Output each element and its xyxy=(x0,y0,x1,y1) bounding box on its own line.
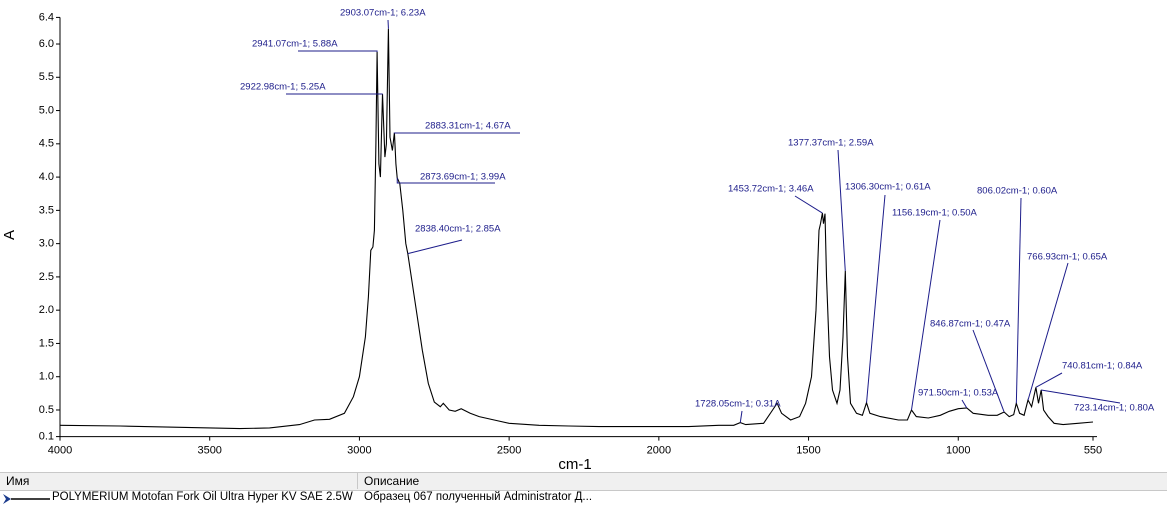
annotation-leader xyxy=(1027,262,1069,401)
x-tick-label: 550 xyxy=(1084,445,1102,457)
annotation-label: 2922.98cm-1; 5.25A xyxy=(240,82,326,93)
annotation-label: 2903.07cm-1; 6.23A xyxy=(340,8,426,19)
annotation-label: 806.02cm-1; 0.60A xyxy=(977,186,1058,197)
annotation-label: 2873.69cm-1; 3.99A xyxy=(420,172,506,183)
y-tick-label: 3.5 xyxy=(39,204,54,216)
y-tick-label: 5.5 xyxy=(39,71,54,83)
x-tick-label: 2500 xyxy=(497,445,521,457)
x-tick-label: 3500 xyxy=(197,445,221,457)
annotation-label: 723.14cm-1; 0.80A xyxy=(1074,403,1155,414)
y-tick-label: 0.5 xyxy=(39,404,54,416)
annotation-label: 2838.40cm-1; 2.85A xyxy=(415,224,501,235)
chart: cm-1 A 0.1 0.5 1.0 1.5 2.0 2.5 3.0 3.5 4.0 4.5 5.0… xyxy=(1,8,1155,470)
annotation-leader xyxy=(739,410,743,423)
annotation-leader xyxy=(910,219,941,411)
annotation-leader xyxy=(1041,389,1121,404)
annotation-leader xyxy=(1015,197,1022,404)
annotation-label: 971.50cm-1; 0.53A xyxy=(918,388,999,399)
header-cell: Имя xyxy=(6,474,30,488)
y-tick-label: 1.5 xyxy=(39,337,54,349)
x-axis-label: cm-1 xyxy=(558,456,591,470)
annotation-label: 1728.05cm-1; 0.31A xyxy=(695,399,781,410)
annotation-label: 1306.30cm-1; 0.61A xyxy=(845,182,931,193)
y-tick-label: 5.0 xyxy=(39,104,54,116)
annotation-label: 1377.37cm-1; 2.59A xyxy=(788,138,874,149)
y-axis-label: A xyxy=(1,230,18,240)
annotation-label: 740.81cm-1; 0.84A xyxy=(1062,361,1143,372)
annotation-label: 766.93cm-1; 0.65A xyxy=(1027,252,1108,263)
x-tick-label: 1500 xyxy=(796,445,820,457)
x-tick-label: 4000 xyxy=(48,445,72,457)
annotation-leader xyxy=(866,194,886,403)
y-tick-label: 6.0 xyxy=(39,38,54,50)
annotation-label: 1453.72cm-1; 3.46A xyxy=(728,184,814,195)
legend-series-name: POLYMERIUM Motofan Fork Oil Ultra Hyper … xyxy=(52,491,353,503)
y-tick-label: 4.0 xyxy=(39,171,54,183)
annotation-leader xyxy=(407,239,463,255)
annotation-label: 1156.19cm-1; 0.50A xyxy=(892,208,978,219)
header-cell: Описание xyxy=(364,474,420,488)
x-tick-label: 1000 xyxy=(946,445,970,457)
y-tick-label: 2.0 xyxy=(39,304,54,316)
annotation-leader xyxy=(298,50,378,53)
annotation-leader xyxy=(396,177,495,184)
annotation-leader xyxy=(837,149,846,271)
annotation-label: 846.87cm-1; 0.47A xyxy=(930,319,1011,330)
spectrum-line xyxy=(59,28,1094,430)
y-tick-label: 2.5 xyxy=(39,271,54,283)
annotation-leader xyxy=(794,195,823,214)
legend-description: Образец 067 полученный Administrator Д..… xyxy=(364,491,593,503)
y-tick-label: 1.0 xyxy=(39,371,54,383)
y-tick-label: 0.1 xyxy=(39,431,54,443)
legend-row[interactable]: POLYMERIUM Motofan Fork Oil Ultra Hyper … xyxy=(0,490,1167,508)
y-tick-label: 3.0 xyxy=(39,238,54,250)
x-tick-label: 2000 xyxy=(647,445,671,457)
legend-icon xyxy=(3,494,50,504)
annotation-label: 2883.31cm-1; 4.67A xyxy=(425,121,511,132)
x-tick-label: 3000 xyxy=(347,445,371,457)
annotation-leader xyxy=(1035,372,1063,388)
annotation-leader xyxy=(972,329,1005,413)
y-tick-label: 6.4 xyxy=(39,11,54,23)
legend-header: Имя Описание xyxy=(0,472,1167,491)
y-tick-label: 4.5 xyxy=(39,138,54,150)
annotation-leader xyxy=(961,399,968,409)
annotation-label: 2941.07cm-1; 5.88A xyxy=(252,39,338,50)
